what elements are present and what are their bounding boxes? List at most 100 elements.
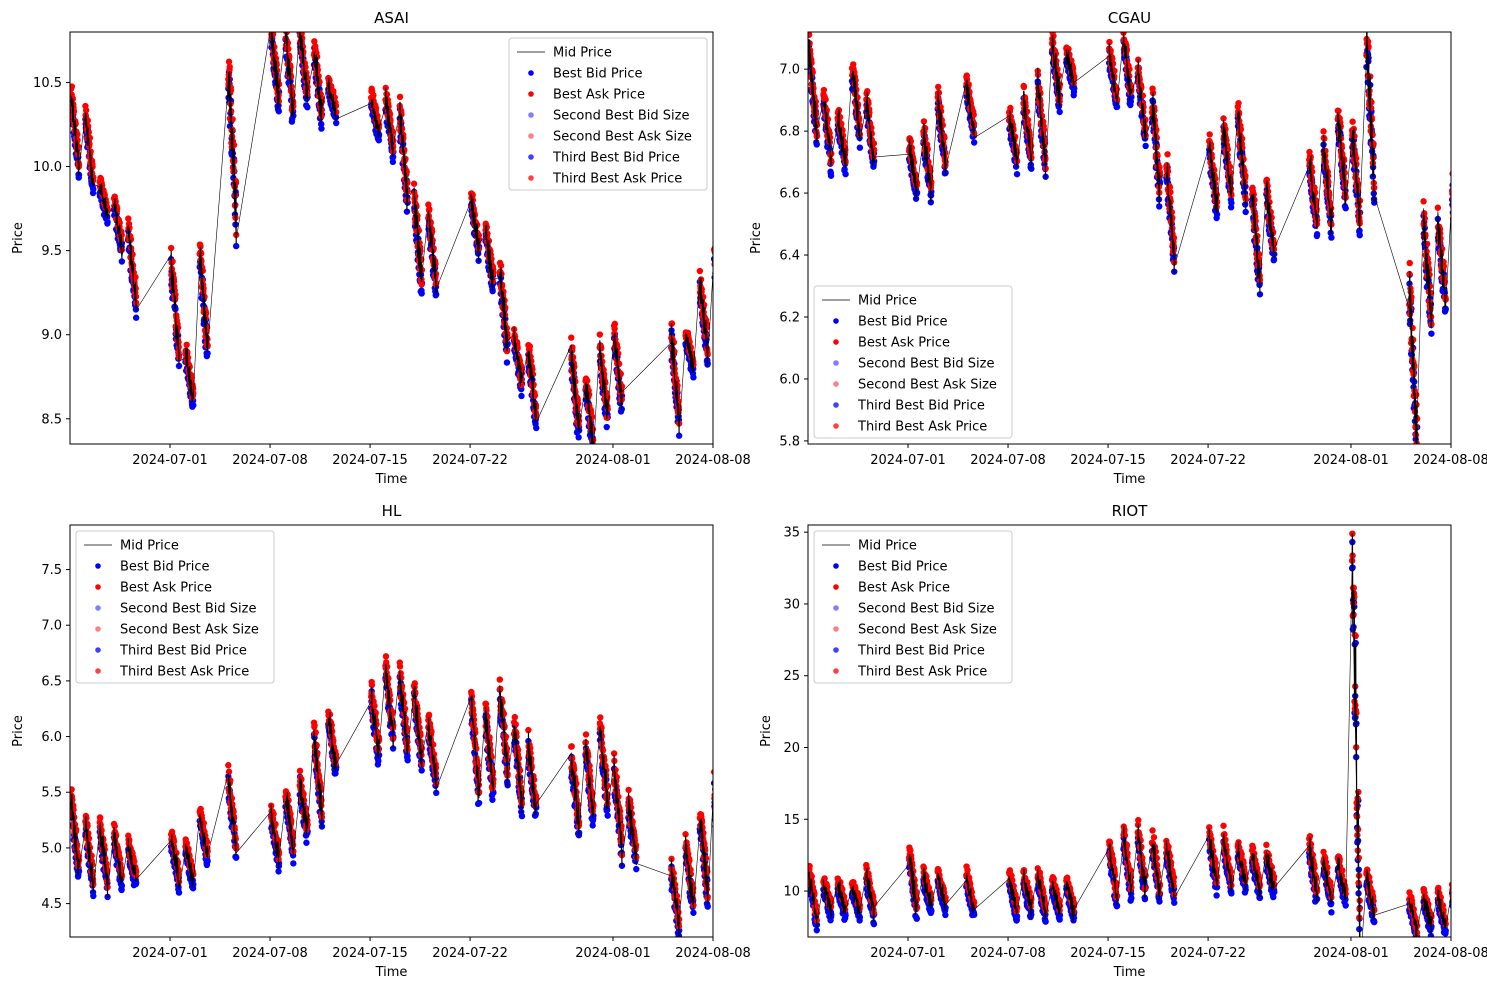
session-2024-07-16: [1120, 32, 1135, 109]
best-ask-point: [1455, 261, 1461, 267]
best-bid-point: [1342, 205, 1349, 212]
best-bid-point: [717, 326, 723, 332]
best-ask-point: [808, 32, 813, 38]
best-bid-point: [712, 264, 713, 267]
best-bid-point: [1242, 208, 1249, 216]
best-ask-point: [285, 45, 292, 53]
best-ask-point: [1007, 104, 1014, 112]
best-bid-point: [90, 185, 97, 193]
best-ask-point: [1455, 304, 1461, 310]
best-bid-point: [1451, 232, 1457, 238]
best-bid-point: [389, 158, 397, 166]
best-ask-point: [716, 291, 722, 297]
best-bid-point: [718, 319, 724, 325]
best-ask-point: [82, 107, 90, 114]
best-ask-point: [717, 299, 723, 305]
best-ask-point: [1454, 283, 1460, 289]
x-axis-label: Time: [375, 472, 408, 487]
best-ask-point: [283, 15, 289, 21]
best-ask-point: [132, 273, 139, 281]
best-ask-point: [714, 258, 720, 264]
session-2024-06-26: [96, 174, 111, 227]
best-ask-point: [715, 294, 721, 300]
x-tick-label: 2024-08-01: [575, 453, 651, 468]
legend-label: Second Best Ask Size: [553, 130, 692, 145]
session-2024-07-24: [496, 259, 511, 366]
best-ask-point: [716, 290, 722, 296]
session-2024-07-12: [1063, 44, 1078, 99]
best-ask-point: [225, 58, 233, 65]
best-ask-point: [370, 92, 377, 99]
mid-price-line: [184, 347, 194, 403]
legend-label: Best Bid Price: [858, 315, 948, 330]
legend-marker-swatch: [528, 154, 534, 160]
session-2024-07-01: [167, 244, 183, 370]
best-bid-point: [375, 137, 383, 144]
best-ask-point: [1442, 296, 1449, 303]
best-bid-point: [1113, 103, 1121, 111]
best-bid-point: [1228, 199, 1235, 207]
best-ask-point: [717, 322, 723, 328]
best-bid-point: [1071, 85, 1078, 92]
best-ask-point: [1453, 245, 1459, 251]
best-ask-point: [1456, 279, 1462, 285]
mid-price-line: [399, 101, 409, 211]
best-bid-point: [590, 444, 596, 450]
best-bid-point: [304, 104, 311, 111]
best-bid-point: [717, 313, 723, 319]
best-bid-point: [927, 199, 935, 206]
best-ask-point: [268, 14, 274, 20]
legend-box: [508, 37, 708, 191]
best-ask-point: [297, 18, 303, 24]
best-ask-point: [1107, 47, 1114, 54]
mid-price-line: [685, 332, 694, 373]
best-ask-point: [1457, 317, 1463, 323]
best-ask-point: [427, 219, 434, 227]
best-bid-point: [333, 119, 340, 127]
best-ask-point: [1452, 243, 1458, 249]
session-2024-07-09: [1020, 82, 1035, 172]
session-2024-07-15: [368, 85, 383, 144]
best-bid-point: [389, 153, 397, 161]
x-tick-label: 2024-07-15: [1070, 453, 1146, 468]
session-2024-06-25: [820, 86, 835, 179]
mid-price-connector: [808, 36, 1451, 422]
best-ask-point: [1454, 263, 1460, 269]
mid-price-line: [370, 99, 380, 138]
best-ask-point: [717, 305, 723, 311]
best-ask-point: [1050, 32, 1057, 40]
best-bid-point: [842, 170, 849, 178]
x-tick-label: 2024-07-22: [432, 453, 508, 468]
best-bid-point: [714, 284, 720, 290]
best-bid-point: [1455, 308, 1461, 314]
best-ask-point: [96, 814, 104, 822]
chart-title: HL: [382, 502, 402, 520]
mid-price-line: [1337, 112, 1347, 205]
best-bid-point: [1028, 165, 1035, 172]
mid-price-line: [470, 193, 480, 262]
session-2024-07-17: [1134, 56, 1149, 150]
best-bid-point: [1454, 279, 1460, 285]
legend-marker-swatch: [833, 423, 839, 429]
best-ask-point: [1455, 294, 1461, 300]
legend-marker-swatch: [833, 318, 839, 324]
best-bid-point: [718, 326, 724, 332]
best-ask-point: [1349, 118, 1356, 125]
mid-price-line: [714, 254, 722, 346]
x-tick-label: 2024-07-08: [970, 453, 1046, 468]
best-ask-point: [126, 836, 133, 844]
mid-price-line: [284, 32, 294, 118]
best-ask-point: [1235, 99, 1242, 107]
best-bid-point: [715, 310, 721, 316]
best-bid-point: [1452, 243, 1458, 249]
best-bid-point: [403, 208, 411, 215]
best-bid-point: [1456, 300, 1462, 306]
best-ask-point: [712, 258, 713, 262]
legend-marker-swatch: [833, 402, 839, 408]
best-ask-point: [497, 262, 505, 269]
best-bid-point: [1453, 275, 1459, 281]
mid-price-line: [199, 246, 209, 353]
best-ask-point: [963, 76, 971, 83]
best-ask-point: [183, 341, 190, 349]
